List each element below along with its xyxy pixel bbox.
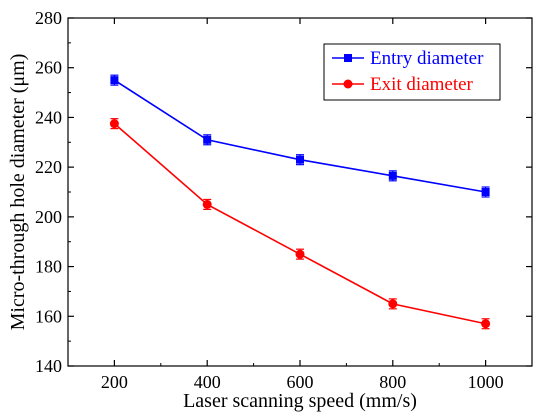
data-point-circle — [295, 249, 305, 259]
legend: Entry diameter Exit diameter — [323, 43, 501, 101]
x-tick-label: 600 — [287, 372, 314, 392]
data-point-circle — [388, 299, 398, 309]
data-point-square — [388, 171, 397, 180]
data-point-circle — [202, 199, 212, 209]
y-tick-label: 280 — [35, 8, 62, 28]
data-point-square — [110, 76, 119, 85]
x-axis-label: Laser scanning speed (mm/s) — [183, 390, 417, 412]
y-tick-label: 220 — [35, 157, 62, 177]
legend-box — [323, 43, 501, 101]
data-point-square — [296, 155, 304, 164]
x-tick-label: 1000 — [468, 372, 504, 392]
legend-label: Exit diameter — [370, 74, 474, 95]
data-point-circle — [109, 119, 119, 129]
data-point-square — [203, 135, 212, 144]
legend-marker-circle — [343, 79, 353, 89]
y-tick-label: 260 — [35, 58, 62, 78]
data-point-circle — [481, 319, 491, 329]
y-axis-label: Micro-through hole diameter (μm) — [7, 54, 29, 331]
legend-label: Entry diameter — [370, 48, 484, 69]
series-entry — [110, 74, 490, 198]
legend-marker-square — [344, 54, 352, 62]
x-tick-label: 800 — [379, 372, 406, 392]
x-tick-label: 200 — [101, 372, 128, 392]
plot-frame — [67, 17, 533, 367]
y-tick-label: 180 — [35, 257, 62, 277]
x-tick-label: 400 — [194, 372, 221, 392]
data-point-square — [481, 188, 490, 196]
y-tick-label: 140 — [35, 356, 62, 376]
y-tick-label: 240 — [35, 107, 62, 127]
series-line — [113, 123, 486, 325]
y-tick-label: 160 — [35, 306, 62, 326]
y-tick-label: 200 — [35, 207, 62, 227]
series-exit — [109, 118, 491, 330]
